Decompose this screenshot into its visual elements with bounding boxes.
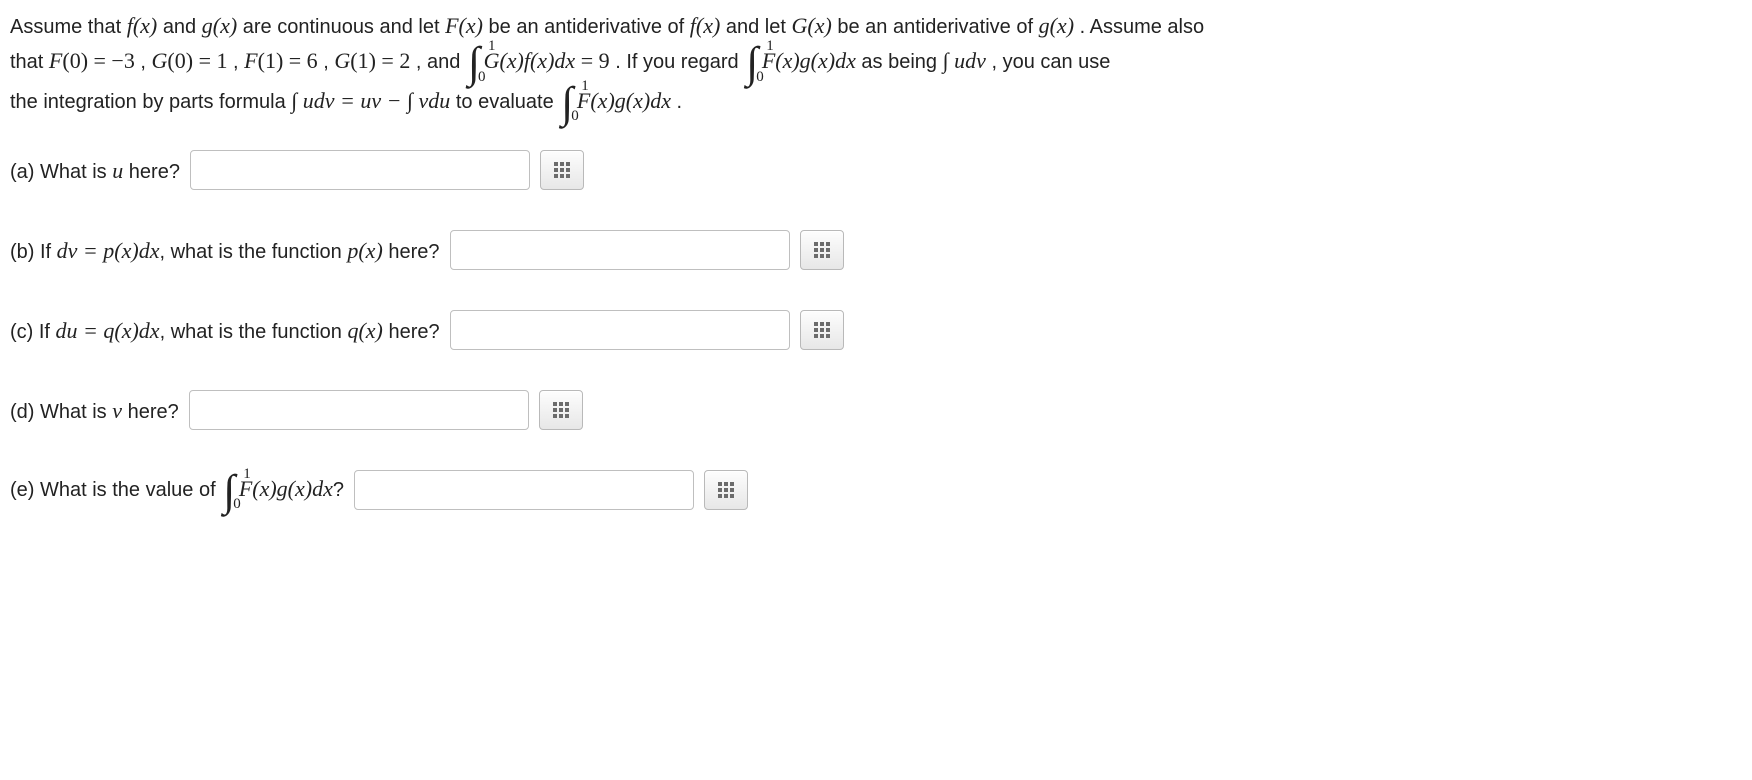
math-F0: F(0) = −3 (49, 48, 135, 73)
math-fx: f(x) (127, 13, 158, 38)
eq9: = 9 (581, 48, 610, 73)
question-e-label: (e) What is the value of ∫ 1 0 F(x)g(x)d… (10, 471, 344, 511)
math-gx: g(x) (202, 13, 237, 38)
text: Assume that (10, 16, 127, 38)
keypad-icon (718, 482, 734, 498)
question-d: (d) What is v here? (10, 390, 1742, 430)
question-a: (a) What is u here? (10, 150, 1742, 190)
answer-input-e[interactable] (354, 470, 694, 510)
answer-input-c[interactable] (450, 310, 790, 350)
keypad-button-c[interactable] (800, 310, 844, 350)
answer-input-b[interactable] (450, 230, 790, 270)
integrand-3: F(x)g(x)dx (577, 88, 671, 113)
math-Gx: G(x) (791, 13, 831, 38)
integral-2: ∫ 1 0 (744, 43, 756, 83)
answer-input-d[interactable] (189, 390, 529, 430)
text: and (163, 16, 202, 38)
integrand-1: G(x)f(x)dx (484, 48, 576, 73)
keypad-button-e[interactable] (704, 470, 748, 510)
text: . If you regard (615, 51, 744, 73)
question-c: (c) If du = q(x)dx, what is the function… (10, 310, 1742, 350)
integrand-2: F(x)g(x)dx (762, 48, 856, 73)
keypad-icon (814, 242, 830, 258)
math-udv: ∫ udv (943, 48, 986, 73)
text: the integration by parts formula (10, 91, 291, 113)
text: , you can use (991, 51, 1110, 73)
keypad-button-d[interactable] (539, 390, 583, 430)
text: are continuous and let (243, 16, 445, 38)
text: , (140, 51, 151, 73)
problem-statement: Assume that f(x) and g(x) are continuous… (10, 8, 1742, 122)
question-b-label: (b) If dv = p(x)dx, what is the function… (10, 233, 440, 268)
text: . (677, 91, 683, 113)
integral-e: ∫ 1 0 (221, 471, 233, 511)
integral-1: ∫ 1 0 (466, 43, 478, 83)
math-G1: G(1) = 2 (334, 48, 410, 73)
text: and let (726, 16, 792, 38)
text: to evaluate (456, 91, 559, 113)
math-Fx: F(x) (445, 13, 483, 38)
keypad-button-a[interactable] (540, 150, 584, 190)
math-gx: g(x) (1039, 13, 1074, 38)
text: as being (861, 51, 942, 73)
math-F1: F(1) = 6 (244, 48, 318, 73)
keypad-icon (554, 162, 570, 178)
text: , (323, 51, 334, 73)
question-a-label: (a) What is u here? (10, 153, 180, 188)
keypad-icon (814, 322, 830, 338)
math-G0: G(0) = 1 (152, 48, 228, 73)
question-b: (b) If dv = p(x)dx, what is the function… (10, 230, 1742, 270)
text: . Assume also (1080, 16, 1205, 38)
text: be an antiderivative of (489, 16, 690, 38)
text: that (10, 51, 49, 73)
question-c-label: (c) If du = q(x)dx, what is the function… (10, 313, 440, 348)
text: , (233, 51, 244, 73)
integral-3: ∫ 1 0 (559, 83, 571, 123)
question-e: (e) What is the value of ∫ 1 0 F(x)g(x)d… (10, 470, 1742, 510)
math-ibp: ∫ udv = uv − ∫ vdu (291, 88, 450, 113)
text: be an antiderivative of (837, 16, 1038, 38)
keypad-button-b[interactable] (800, 230, 844, 270)
question-d-label: (d) What is v here? (10, 393, 179, 428)
keypad-icon (553, 402, 569, 418)
answer-input-a[interactable] (190, 150, 530, 190)
text: , and (416, 51, 466, 73)
math-fx: f(x) (690, 13, 721, 38)
